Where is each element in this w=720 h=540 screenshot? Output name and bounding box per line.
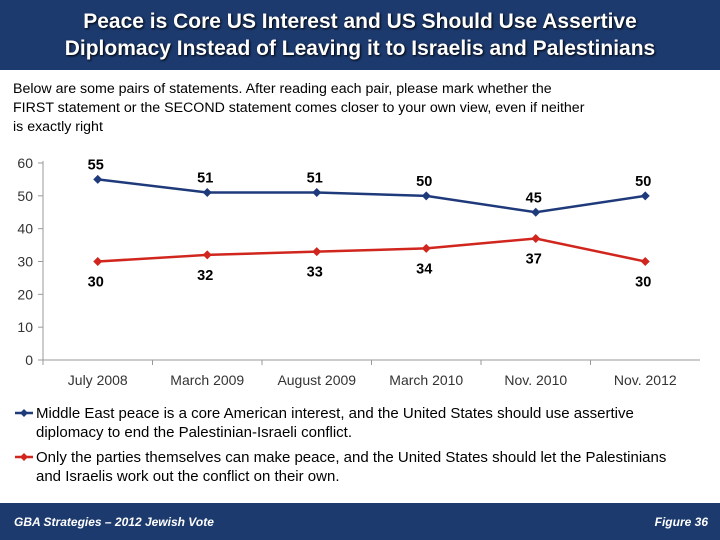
series-2-data-label: 37 [526,252,542,268]
series-1-data-label: 51 [197,171,213,187]
y-tick-label: 40 [17,221,33,237]
line-chart: 0 10 20 30 40 50 60 July 2008 March 2009 August 2… [15,155,700,485]
series-2-data-label: 32 [197,268,213,284]
legend-text-line: diplomacy to end the Palestinian-Israeli… [36,424,352,441]
y-tick-label: 50 [17,188,33,204]
series-1-data-label: 55 [88,157,104,173]
y-tick-label: 30 [17,254,33,270]
series-2-data-label: 34 [416,261,432,277]
footer-bar: GBA Strategies – 2012 Jewish Vote Figure… [0,503,720,540]
x-tick-label: March 2010 [389,372,463,388]
series-2-point [421,243,431,253]
y-tick-label: 0 [25,352,33,368]
title-line-1: Peace is Core US Interest and US Should … [83,10,637,33]
series-1-point [531,207,541,217]
legend-marker [20,409,28,417]
y-tick-label: 60 [17,155,33,171]
legend-text-line: Middle East peace is a core American int… [36,405,634,422]
series-2-data-label: 30 [635,275,651,291]
series-1-line [97,178,646,214]
series-1-data-label: 50 [635,174,651,190]
title-line-2: Diplomacy Instead of Leaving it to Israe… [64,37,656,60]
intro-line-3: is exactly right [13,119,103,135]
series-2-point [531,234,541,244]
series-1-point [93,174,103,184]
intro-text: Below are some pairs of statements. Afte… [13,80,713,137]
intro-line-1: Below are some pairs of statements. Afte… [13,81,552,97]
series-1-point [202,188,212,198]
series-2-point [202,250,212,260]
series-2-point [93,257,103,266]
y-tick-label: 10 [17,319,33,335]
series-1-point [312,188,322,198]
series-2-point [312,247,322,257]
intro-line-2: FIRST statement or the SECOND statement … [13,100,585,116]
series-2-line [97,237,646,263]
series-1-data-label: 50 [416,174,432,190]
x-tick-label: March 2009 [170,372,244,388]
figure-number: Figure 36 [654,515,708,529]
x-tick-label: August 2009 [277,372,356,388]
title-bar: Peace is Core US Interest and US Should … [0,0,720,70]
x-tick-label: Nov. 2012 [614,372,677,388]
y-tick-label: 20 [17,286,33,302]
x-tick-label: July 2008 [68,372,128,388]
series-2-data-label: 33 [307,265,323,281]
series-1-point [640,191,650,201]
series-2-point [640,257,650,266]
series-1-data-label: 51 [307,171,323,187]
series-1-point [421,191,431,201]
legend-text-line: Only the parties themselves can make pea… [36,449,666,466]
footer-source: GBA Strategies – 2012 Jewish Vote [14,515,214,529]
legend-text-line: and Israelis work out the conflict on th… [36,468,340,485]
series-2-data-label: 30 [88,275,104,291]
legend-marker [20,453,28,461]
series-1-data-label: 45 [526,190,542,206]
x-tick-label: Nov. 2010 [504,372,567,388]
